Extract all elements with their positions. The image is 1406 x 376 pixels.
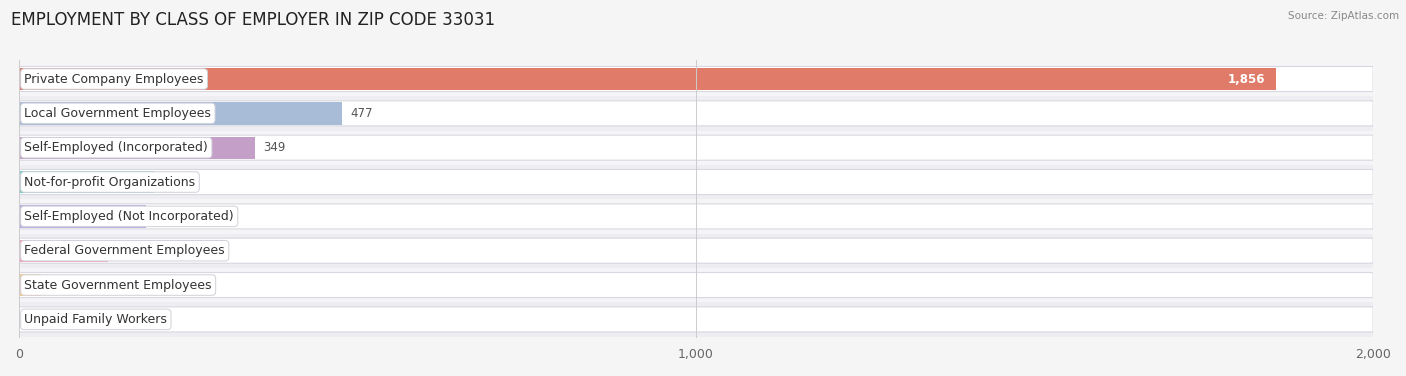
Bar	[20, 268, 1374, 302]
Text: Self-Employed (Not Incorporated): Self-Employed (Not Incorporated)	[24, 210, 233, 223]
Bar	[20, 165, 1374, 199]
FancyBboxPatch shape	[20, 101, 1374, 126]
Text: Local Government Employees: Local Government Employees	[24, 107, 211, 120]
Bar	[20, 102, 342, 124]
Text: Self-Employed (Incorporated): Self-Employed (Incorporated)	[24, 141, 208, 154]
Text: Private Company Employees: Private Company Employees	[24, 73, 204, 85]
FancyBboxPatch shape	[20, 204, 1374, 229]
Bar	[20, 62, 1374, 96]
Bar	[20, 233, 1374, 268]
Bar	[20, 205, 146, 227]
Bar	[20, 240, 108, 262]
Text: State Government Employees: State Government Employees	[24, 279, 212, 291]
Text: 1,856: 1,856	[1227, 73, 1265, 85]
Text: 200: 200	[163, 176, 184, 188]
Text: Source: ZipAtlas.com: Source: ZipAtlas.com	[1288, 11, 1399, 21]
Text: 188: 188	[155, 210, 177, 223]
FancyBboxPatch shape	[20, 170, 1374, 194]
Text: 477: 477	[350, 107, 373, 120]
Text: 0: 0	[27, 313, 35, 326]
FancyBboxPatch shape	[20, 238, 1374, 263]
Bar	[20, 171, 155, 193]
FancyBboxPatch shape	[20, 135, 1374, 160]
Bar	[20, 302, 1374, 337]
Text: 33: 33	[49, 279, 65, 291]
Text: EMPLOYMENT BY CLASS OF EMPLOYER IN ZIP CODE 33031: EMPLOYMENT BY CLASS OF EMPLOYER IN ZIP C…	[11, 11, 495, 29]
Text: Federal Government Employees: Federal Government Employees	[24, 244, 225, 257]
Bar	[20, 68, 1275, 90]
FancyBboxPatch shape	[20, 307, 1374, 332]
Text: 349: 349	[263, 141, 285, 154]
Bar	[20, 130, 1374, 165]
FancyBboxPatch shape	[20, 67, 1374, 91]
Bar	[20, 136, 256, 159]
Text: Unpaid Family Workers: Unpaid Family Workers	[24, 313, 167, 326]
Text: Not-for-profit Organizations: Not-for-profit Organizations	[24, 176, 195, 188]
FancyBboxPatch shape	[20, 273, 1374, 297]
Bar	[20, 274, 41, 296]
Bar	[20, 96, 1374, 130]
Bar	[20, 199, 1374, 233]
Text: 132: 132	[117, 244, 139, 257]
